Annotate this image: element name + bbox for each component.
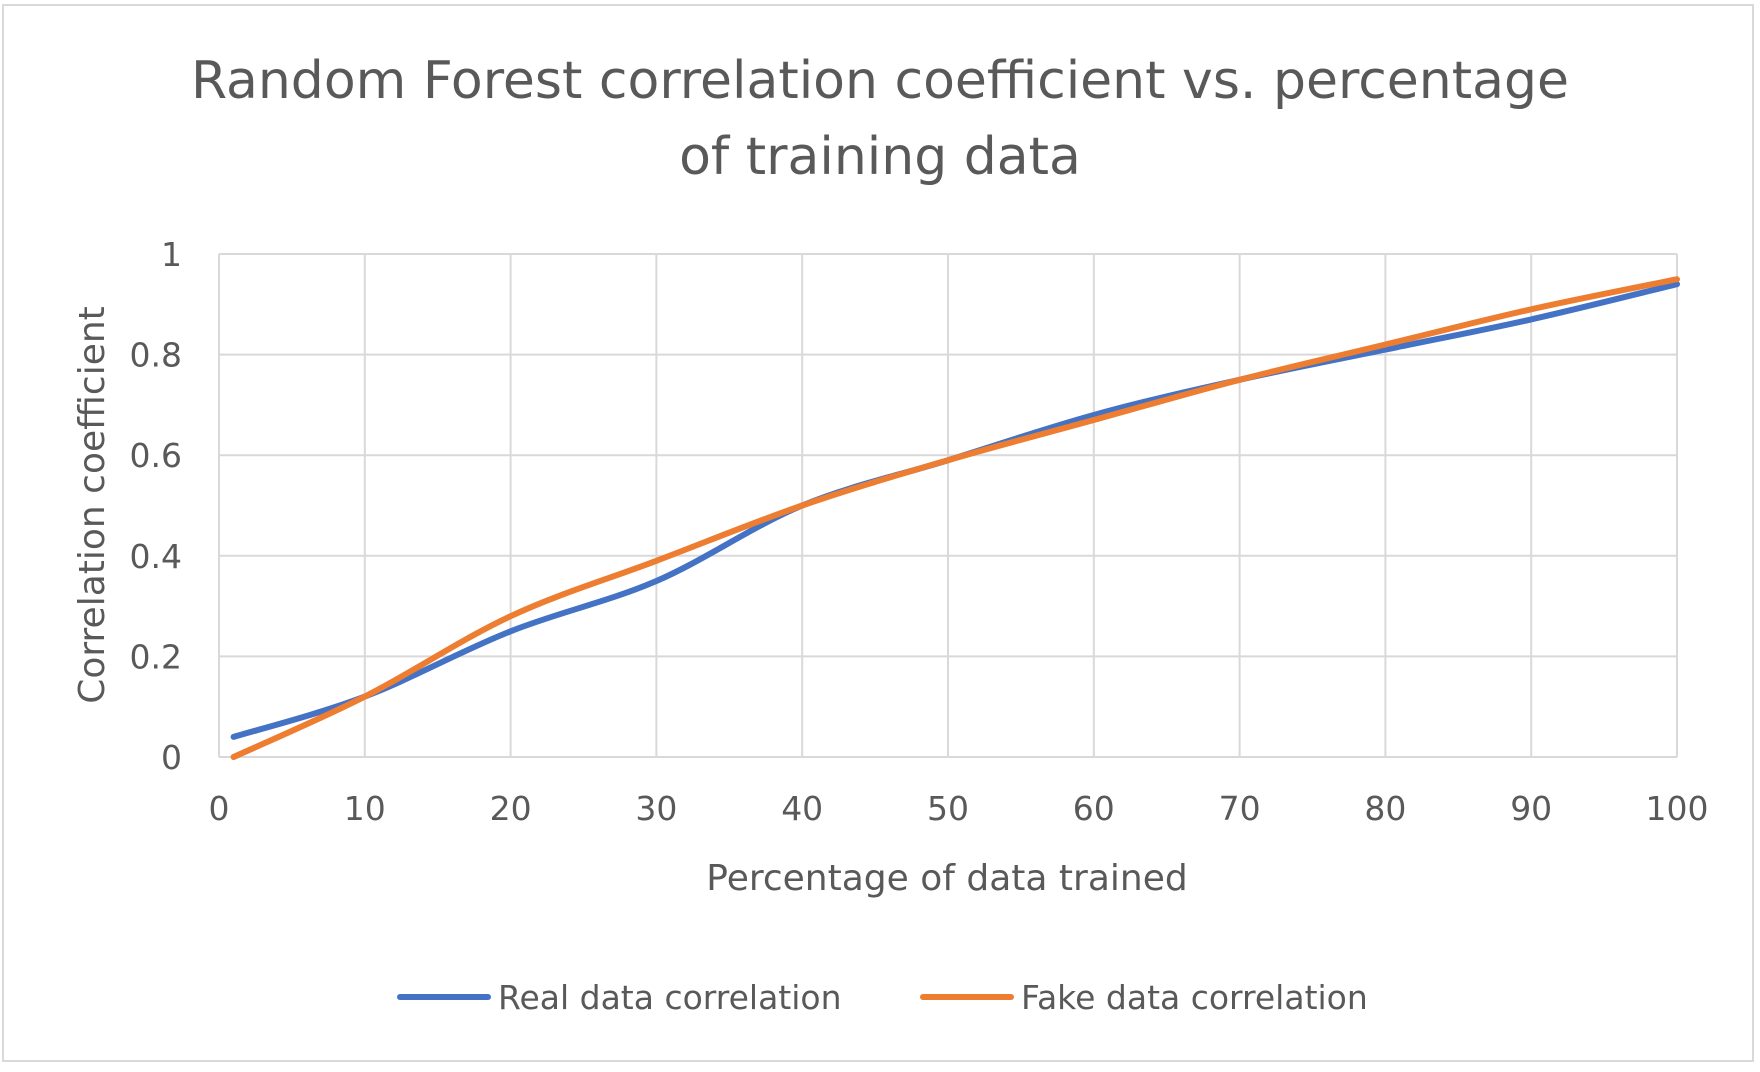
x-tick-label: 0	[209, 789, 230, 828]
series-lines	[230, 276, 1680, 760]
y-axis-ticks: 0 0.2 0.4 0.6 0.8 1	[130, 235, 182, 777]
x-tick-label: 90	[1510, 789, 1552, 828]
y-tick-label: 0.8	[130, 336, 182, 375]
y-tick-label: 1	[161, 235, 182, 274]
y-tick-label: 0.4	[130, 537, 182, 576]
gridlines	[218, 253, 1678, 758]
y-tick-label: 0.2	[130, 637, 182, 676]
legend-label-fake: Fake data correlation	[1021, 978, 1368, 1017]
chart-frame	[2, 4, 1754, 1062]
y-tick-label: 0.6	[130, 436, 182, 475]
x-tick-label: 10	[344, 789, 386, 828]
legend-label-real: Real data correlation	[498, 978, 842, 1017]
y-axis-title: Correlation coefficient	[72, 306, 113, 704]
x-tick-label: 40	[781, 789, 823, 828]
y-tick-label: 0	[161, 738, 182, 777]
chart-title-line-1: Random Forest correlation coefficient vs…	[191, 51, 1569, 111]
x-tick-label: 60	[1073, 789, 1115, 828]
x-tick-label: 80	[1364, 789, 1406, 828]
x-axis-title: Percentage of data trained	[706, 858, 1187, 899]
x-tick-label: 20	[490, 789, 532, 828]
x-tick-label: 30	[635, 789, 677, 828]
x-axis-ticks: 0 10 20 30 40 50 60 70 80 90 100	[209, 789, 1709, 828]
x-tick-label: 70	[1219, 789, 1261, 828]
legend: Real data correlation Fake data correlati…	[397, 978, 1368, 1017]
chart-title: Random Forest correlation coefficient vs…	[191, 51, 1569, 187]
x-tick-label: 100	[1646, 789, 1709, 828]
series-line-real	[230, 281, 1680, 740]
x-tick-label: 50	[927, 789, 969, 828]
series-line-fake	[230, 276, 1680, 760]
chart-title-line-2: of training data	[679, 127, 1081, 187]
